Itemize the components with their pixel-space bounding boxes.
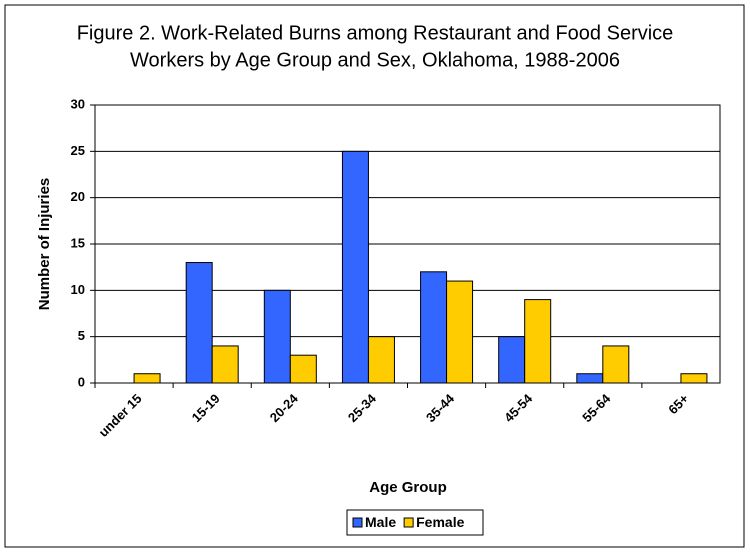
y-tick-label: 25 xyxy=(71,143,85,158)
bar xyxy=(498,336,526,384)
y-tick-label: 0 xyxy=(78,374,85,389)
bar xyxy=(263,289,291,384)
legend-label: Female xyxy=(416,514,464,530)
bar xyxy=(576,373,604,384)
x-axis-title: Age Group xyxy=(369,479,447,496)
legend-box xyxy=(346,509,484,536)
bar xyxy=(341,150,369,384)
legend-label: Male xyxy=(365,514,396,530)
chart-title: Figure 2. Work-Related Burns among Resta… xyxy=(77,22,674,44)
chart-title: Workers by Age Group and Sex, Oklahoma, … xyxy=(130,49,620,71)
bar xyxy=(680,373,708,384)
bar xyxy=(133,373,161,384)
legend-swatch xyxy=(352,517,363,528)
y-tick-label: 15 xyxy=(71,235,85,250)
y-axis-title: Number of Injuries xyxy=(36,178,53,311)
y-tick-label: 10 xyxy=(71,282,85,297)
bar xyxy=(602,345,630,384)
bar xyxy=(446,280,474,384)
y-tick-label: 5 xyxy=(78,328,85,343)
y-tick-label: 30 xyxy=(71,96,85,111)
bar xyxy=(211,345,239,384)
bar xyxy=(185,262,213,384)
legend-swatch xyxy=(403,517,414,528)
bar xyxy=(367,336,395,384)
bar xyxy=(289,354,317,384)
bar xyxy=(420,271,448,384)
y-tick-label: 20 xyxy=(71,189,85,204)
bar xyxy=(524,299,552,384)
